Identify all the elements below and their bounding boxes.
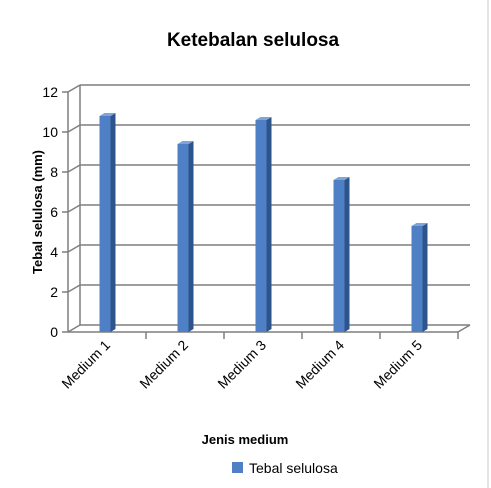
bar-front [99,116,111,332]
bar-side [266,117,272,332]
bar-side [422,223,428,332]
bar [333,177,350,332]
y-tick-label: 0 [50,324,58,340]
y-axis-label: Tebal selulosa (mm) [30,150,45,274]
y-tick-labels: 0 2 4 6 8 10 12 [42,84,58,340]
bar-top [255,117,272,120]
bar-front [411,226,423,332]
gridline-depth [67,324,81,333]
x-axis-label: Jenis medium [202,432,289,447]
gridlines [67,84,470,333]
y-tick-label: 4 [50,244,58,260]
legend: Tebal selulosa [232,460,338,476]
y-tick-label: 12 [42,84,58,100]
bar [411,223,428,332]
y-tick-label: 6 [50,204,58,220]
bar-top [411,223,428,226]
bar-front [177,144,189,332]
bar-top [99,113,116,116]
floor-edge [457,324,471,333]
chart-title: Ketebalan selulosa [167,30,340,51]
bar-top [177,141,194,144]
bar-side [344,177,350,332]
gridline-depth [67,164,81,173]
bar-front [255,120,267,332]
bar [255,117,272,332]
gridline-depth [67,124,81,133]
bar [177,141,194,332]
bar-top [333,177,350,180]
legend-swatch [232,462,243,473]
bars [99,113,428,332]
y-tick-label: 10 [42,124,58,140]
bar-front [333,180,345,332]
y-tick-label: 8 [50,164,58,180]
bar-side [188,141,194,332]
bar-side [110,113,116,332]
legend-label: Tebal selulosa [249,460,338,476]
y-tick-label: 2 [50,284,58,300]
bar [99,113,116,332]
gridline-depth [67,244,81,253]
gridline-depth [67,284,81,293]
gridline-depth [67,84,81,93]
gridline-depth [67,204,81,213]
